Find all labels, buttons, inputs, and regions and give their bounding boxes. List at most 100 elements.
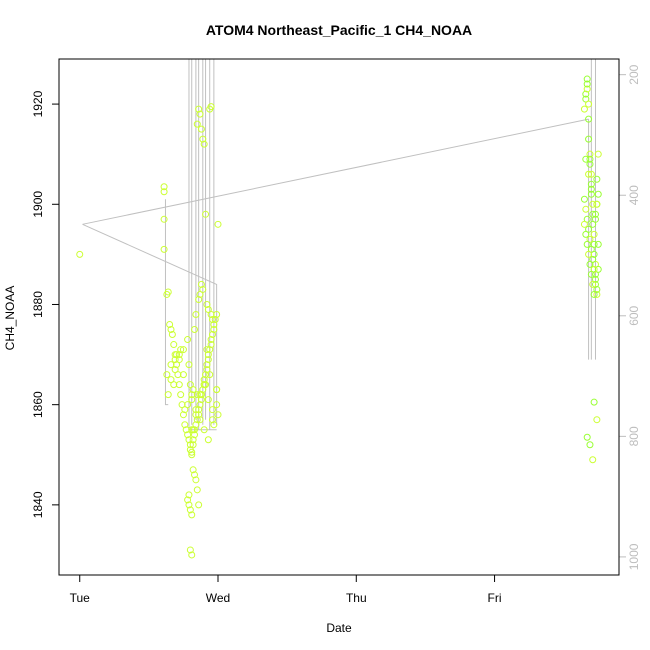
y2-tick-label: 600 [627,305,641,325]
data-point [191,471,199,479]
data-point [199,135,207,143]
data-point [188,511,196,519]
data-point [207,103,215,111]
data-point [192,476,200,484]
data-point [594,150,602,158]
data-point [587,270,595,278]
data-point [179,346,187,354]
y-tick-label: 1860 [31,391,45,418]
data-point [197,396,205,404]
data-point [188,551,196,559]
data-point [203,346,211,354]
data-point [186,506,194,514]
data-point [177,391,185,399]
data-point [195,105,203,113]
data-point [591,280,599,288]
data-point [586,150,594,158]
data-point [170,381,178,389]
data-point [186,546,194,554]
data-point [195,295,203,303]
axes: Tue Wed Thu Fri 1840 1860 1880 1900 1920 200 400 60… [31,64,641,605]
data-point [170,341,178,349]
data-point [203,300,211,308]
data-point [175,351,183,359]
data-point [211,316,219,324]
data-point [206,371,214,379]
data-point [168,331,176,339]
data-point [208,406,216,414]
data-point [179,411,187,419]
data-point [192,406,200,414]
data-point [590,398,598,406]
x-tick-label: Thu [346,591,367,605]
data-point [195,501,203,509]
data-point [171,366,179,374]
data-point [76,250,84,258]
data-point [188,448,196,456]
plot-frame [58,58,620,576]
series-lines [82,59,596,431]
data-point [585,250,593,258]
data-point [188,391,196,399]
trace-line [82,118,589,225]
data-point [589,280,597,288]
data-point [583,75,591,83]
data-point [203,361,211,369]
data-point [210,326,218,334]
data-point [586,260,594,268]
data-point [580,220,588,228]
data-point [586,155,594,163]
data-point [210,421,218,429]
data-point [200,426,208,434]
data-point [181,421,189,429]
data-point [160,183,168,191]
x-tick-label: Wed [206,591,230,605]
data-point [185,436,193,444]
y-tick-label: 1920 [31,90,45,117]
chart-title: ATOM4 Northeast_Pacific_1 CH4_NOAA [206,22,472,38]
data-point [208,316,216,324]
data-point [587,190,595,198]
data-point [173,351,181,359]
data-point [188,396,196,404]
data-point [206,346,214,354]
trace-line [164,199,169,406]
data-point [591,210,599,218]
data-point [204,436,212,444]
data-point [580,195,588,203]
data-point [200,376,208,384]
y-tick-label: 1880 [31,291,45,318]
data-point [594,190,602,198]
data-point [196,391,204,399]
data-point [197,280,205,288]
data-point [587,170,595,178]
data-point [214,220,222,228]
x-axis-label: Date [326,621,352,635]
data-point [585,100,593,108]
data-point [594,265,602,273]
y-tick-label: 1840 [31,491,45,518]
data-point [208,331,216,339]
data-point [160,188,168,196]
data-point [196,110,204,118]
data-point [189,386,197,394]
x-tick-label: Tue [70,591,91,605]
data-point [196,416,204,424]
data-point [590,290,598,298]
data-point [185,501,193,509]
data-point [593,200,601,208]
y2-tick-label: 200 [627,64,641,84]
x-tick-label: Fri [488,591,502,605]
data-point [202,210,210,218]
data-point [200,381,208,389]
y2-tick-label: 1000 [627,543,641,570]
data-point [185,491,193,499]
data-point [585,135,593,143]
data-point [184,401,192,409]
data-point [210,321,218,329]
data-point [585,170,593,178]
data-point [589,200,597,208]
data-point [213,386,221,394]
data-point [184,336,192,344]
